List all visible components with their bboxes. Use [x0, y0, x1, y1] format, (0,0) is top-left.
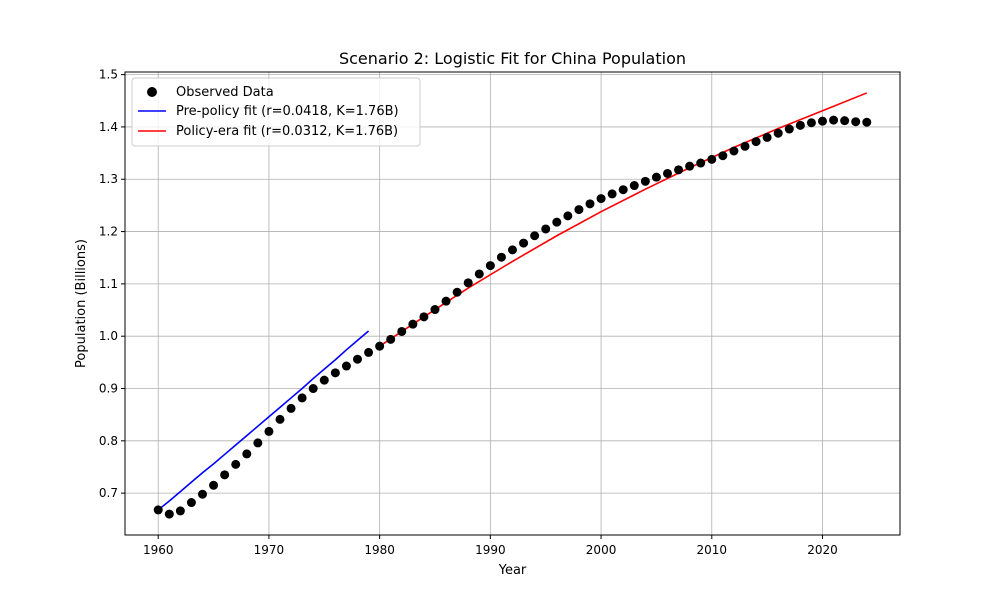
observed-point: [364, 347, 374, 357]
observed-point: [164, 509, 174, 519]
legend-label-observed: Observed Data: [176, 85, 274, 100]
observed-point: [585, 199, 595, 209]
legend-label-pre-policy: Pre-policy fit (r=0.0418, K=1.76B): [176, 104, 399, 119]
observed-point: [729, 146, 739, 156]
observed-point: [231, 459, 241, 469]
observed-point: [674, 165, 684, 175]
plot-frame: [124, 71, 901, 536]
observed-point: [762, 132, 772, 142]
observed-point: [618, 185, 628, 195]
observed-point: [198, 489, 207, 499]
observed-point: [496, 252, 506, 262]
observed-point: [651, 172, 661, 182]
observed-point: [297, 393, 307, 403]
x-tick-label: 1990: [475, 543, 506, 557]
observed-point: [862, 117, 872, 127]
observed-point: [419, 312, 429, 322]
observed-point: [519, 238, 529, 248]
observed-point: [186, 498, 196, 508]
observed-point: [818, 116, 827, 126]
observed-point: [375, 341, 385, 351]
observed-point: [441, 296, 451, 306]
observed-point: [607, 189, 617, 199]
y-axis-label: Population (Billions): [74, 239, 89, 368]
pre-policy-fit-line: [157, 330, 370, 511]
observed-point: [718, 151, 728, 161]
observed-point: [563, 211, 573, 221]
observed-point: [253, 438, 263, 448]
y-tick-label: 1.2: [99, 225, 118, 239]
observed-point: [574, 205, 584, 215]
x-tick-label: 1970: [254, 543, 285, 557]
observed-point: [330, 368, 340, 378]
observed-point: [508, 245, 517, 255]
observed-point: [175, 506, 185, 516]
observed-point: [663, 168, 672, 178]
observed-point: [596, 194, 606, 204]
x-tick-label: 2000: [586, 543, 617, 557]
observed-point: [795, 120, 805, 130]
observed-point: [397, 326, 407, 336]
observed-point: [806, 118, 816, 128]
observed-point: [264, 426, 274, 436]
observed-point: [840, 116, 850, 126]
y-tick-label: 1.4: [99, 120, 118, 134]
observed-point: [530, 231, 540, 241]
chart-title: Scenario 2: Logistic Fit for China Popul…: [339, 49, 686, 68]
observed-point: [707, 154, 717, 164]
x-axis-label: Year: [498, 563, 527, 578]
x-axis-ticks: 1960 1970 1980 1990 2000 2010 2020: [143, 535, 838, 557]
y-tick-label: 1.5: [99, 68, 118, 82]
observed-point: [308, 384, 318, 394]
observed-point: [685, 161, 695, 171]
observed-point: [341, 361, 351, 371]
observed-point: [353, 354, 362, 364]
x-tick-label: 2010: [697, 543, 728, 557]
observed-points-layer: [153, 115, 872, 519]
legend: Observed Data Pre-policy fit (r=0.0418, …: [131, 77, 421, 147]
observed-point: [408, 319, 418, 329]
legend-box: [131, 77, 421, 147]
observed-point: [153, 505, 163, 515]
observed-point: [773, 128, 783, 138]
observed-point: [242, 449, 252, 459]
observed-point: [751, 137, 761, 147]
observed-point: [629, 181, 639, 191]
observed-point: [740, 141, 750, 151]
observed-point: [640, 176, 650, 186]
observed-point: [319, 375, 329, 385]
observed-point: [430, 305, 440, 315]
y-tick-label: 0.7: [99, 486, 118, 500]
observed-point: [286, 403, 296, 413]
y-tick-label: 1.1: [99, 277, 118, 291]
x-tick-label: 1980: [364, 543, 395, 557]
x-tick-label: 2020: [807, 543, 838, 557]
observed-point: [463, 278, 473, 288]
observed-point: [485, 261, 495, 271]
observed-point: [851, 117, 861, 127]
observed-point: [386, 334, 396, 344]
y-tick-label: 0.8: [99, 434, 118, 448]
observed-point: [696, 158, 706, 168]
y-tick-label: 1.3: [99, 172, 118, 186]
legend-marker-observed: [147, 87, 157, 97]
observed-point: [209, 480, 219, 490]
observed-point: [220, 470, 230, 480]
observed-point: [275, 414, 285, 424]
observed-point: [829, 115, 839, 125]
y-axis-ticks: 0.7 0.8 0.9 1.0 1.1 1.2 1.3 1.4 1.5: [99, 68, 125, 500]
legend-label-policy-era: Policy-era fit (r=0.0312, K=1.76B): [176, 124, 398, 139]
x-tick-label: 1960: [143, 543, 174, 557]
observed-point: [474, 269, 484, 279]
observed-point: [552, 217, 562, 227]
observed-point: [541, 224, 551, 234]
observed-point: [452, 287, 462, 297]
y-tick-label: 0.9: [99, 382, 118, 396]
observed-point: [784, 124, 794, 134]
y-tick-label: 1.0: [99, 329, 118, 343]
